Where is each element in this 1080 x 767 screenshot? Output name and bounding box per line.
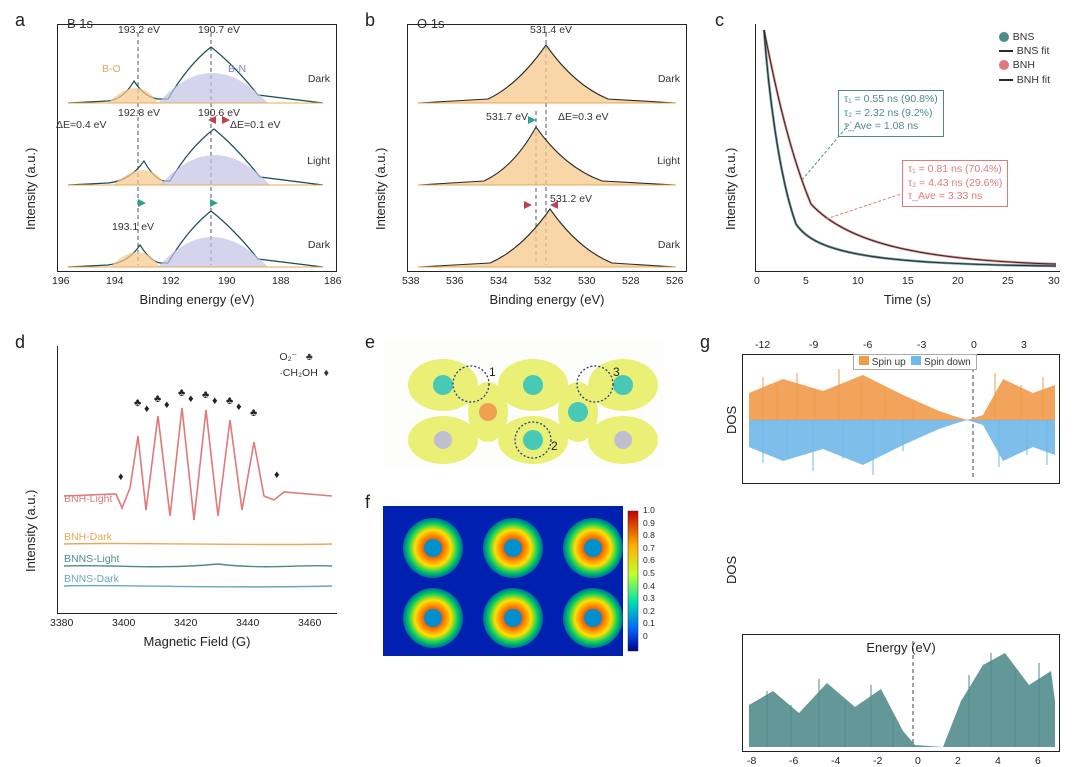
a-e1: 193.2 eV	[118, 24, 160, 36]
svg-text:♦: ♦	[164, 399, 170, 411]
a-1928: 192.8 eV	[118, 107, 160, 119]
ylabel-a: Intensity (a.u.)	[23, 148, 38, 230]
legend-c: BNS BNS fit BNH BNH fit	[993, 26, 1056, 91]
xlabel-g: Energy (eV)	[742, 640, 1060, 655]
xps-b1s-svg	[58, 25, 338, 273]
a-de01: ΔE=0.1 eV	[230, 119, 281, 131]
panel-c: c Intensity (a.u.) BNS BNS fit BNH BNH f…	[715, 10, 1070, 310]
a-bn: B-N	[228, 63, 246, 75]
bnh-tau-box: τ₁ = 0.81 ns (70.4%) τ₂ = 4.43 ns (29.6%…	[902, 160, 1008, 207]
panel-a: a B 1s Intensity (a.u.)	[15, 10, 345, 310]
bns-tau-box: τ₁ = 0.55 ns (90.8%) τ₂ = 2.32 ns (9.2%)…	[838, 90, 944, 137]
ylabel-b: Intensity (a.u.)	[373, 148, 388, 230]
d-bnh-light: BNH-Light	[64, 493, 112, 505]
isosurface-svg: 1 3 2	[383, 340, 683, 480]
b-dark2: Dark	[658, 239, 680, 251]
plot-a: 193.2 eV 190.7 eV B-O B-N Dark ΔE=0.4 eV…	[57, 24, 337, 272]
a-1931: 193.1 eV	[112, 221, 154, 233]
svg-text:1: 1	[489, 365, 496, 379]
ylabel-g-bot: DOS	[724, 556, 739, 584]
b-5312: 531.2 eV	[550, 193, 592, 205]
b-5314: 531.4 eV	[530, 24, 572, 36]
b-de03: ΔE=0.3 eV	[558, 111, 609, 123]
plot-c: BNS BNS fit BNH BNH fit τ₁ = 0.55 ns (90…	[755, 24, 1060, 272]
plot-b: 531.4 eV Dark 531.7 eV ΔE=0.3 eV Light 5…	[407, 24, 687, 272]
plot-d: ♣ ♣ ♣ ♣ ♣ ♣ ♦ ♦ ♦ ♦ ♦ ♦ ♦ O₂⁻ ♣ ·CH₂OH ♦ BNH-Lig…	[57, 346, 337, 614]
svg-text:♣: ♣	[178, 387, 185, 399]
colorbar-ticks: 1.00.90.80.70.60.50.40.30.20.10	[643, 504, 655, 643]
a-e2: 190.7 eV	[198, 24, 240, 36]
d-bnns-light: BNNS-Light	[64, 553, 119, 565]
panel-label-d: d	[15, 332, 25, 353]
panel-label-e: e	[365, 332, 375, 353]
panel-f: f	[365, 492, 675, 662]
svg-text:♦: ♦	[188, 393, 194, 405]
legend-d: O₂⁻ ♣ ·CH₂OH ♦	[279, 350, 329, 382]
panel-d: d Intensity (a.u.) ♣ ♣ ♣ ♣ ♣ ♣ ♦ ♦ ♦ ♦ ♦ ♦ ♦ O₂⁻…	[15, 332, 345, 662]
xps-o1s-svg	[408, 25, 688, 273]
a-dark1: Dark	[308, 73, 330, 85]
a-de04: ΔE=0.4 eV	[56, 119, 107, 131]
a-1906: 190.6 eV	[198, 107, 240, 119]
svg-text:♦: ♦	[144, 403, 150, 415]
svg-text:♣: ♣	[134, 397, 141, 409]
svg-text:♣: ♣	[226, 395, 233, 407]
panel-g: g	[700, 332, 1070, 662]
panel-label-g: g	[700, 332, 710, 353]
d-bnns-dark: BNNS-Dark	[64, 573, 119, 585]
panel-b: b O 1s Intensity (a.u.)	[365, 10, 695, 310]
panel-label-b: b	[365, 10, 375, 31]
xlabel-c: Time (s)	[755, 292, 1060, 307]
svg-text:♦: ♦	[118, 471, 124, 483]
elf-svg	[383, 506, 643, 656]
panel-label-c: c	[715, 10, 724, 31]
svg-text:2: 2	[551, 439, 558, 453]
svg-text:♣: ♣	[154, 393, 161, 405]
d-bnh-dark: BNH-Dark	[64, 531, 112, 543]
b-dark1: Dark	[658, 73, 680, 85]
a-dark2: Dark	[308, 239, 330, 251]
svg-text:♦: ♦	[274, 469, 280, 481]
ylabel-d: Intensity (a.u.)	[23, 490, 38, 572]
svg-text:♦: ♦	[212, 395, 218, 407]
legend-g-top: Spin up Spin down	[853, 354, 977, 370]
panel-label-a: a	[15, 10, 25, 31]
svg-text:♣: ♣	[202, 389, 209, 401]
xlabel-d: Magnetic Field (G)	[57, 634, 337, 649]
plot-g-top: Spin up Spin down -12 -9 -6 -3 0 3	[742, 354, 1060, 484]
b-5317: 531.7 eV	[486, 111, 528, 123]
b-light: Light	[657, 155, 680, 167]
ylabel-c: Intensity (a.u.)	[723, 148, 738, 230]
ylabel-g-top: DOS	[724, 406, 739, 434]
dos-top-svg	[743, 355, 1061, 485]
svg-text:♣: ♣	[250, 407, 257, 419]
svg-text:3: 3	[613, 365, 620, 379]
xlabel-b: Binding energy (eV)	[407, 292, 687, 307]
a-bo: B-O	[102, 63, 121, 75]
panel-e: e 1	[365, 332, 665, 482]
panel-label-f: f	[365, 492, 370, 513]
a-light: Light	[307, 155, 330, 167]
svg-text:♦: ♦	[236, 401, 242, 413]
xlabel-a: Binding energy (eV)	[57, 292, 337, 307]
